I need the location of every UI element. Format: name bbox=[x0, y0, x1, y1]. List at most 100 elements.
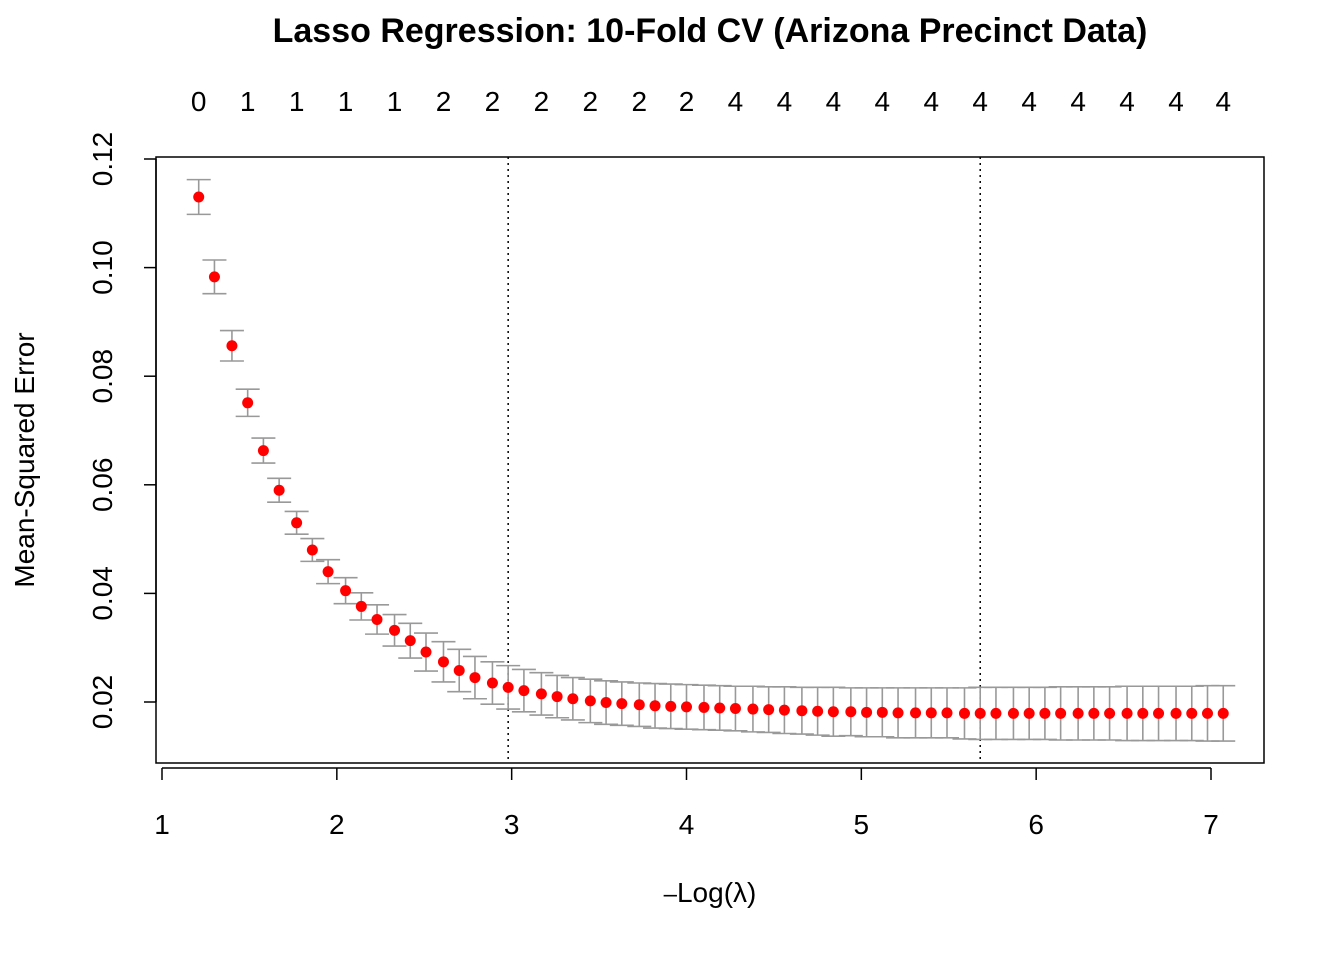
top-axis-label: 4 bbox=[875, 86, 891, 117]
x-tick-label: 1 bbox=[154, 809, 170, 840]
mse-point bbox=[796, 705, 808, 717]
x-tick-label: 7 bbox=[1203, 809, 1219, 840]
y-axis-label: Mean-Squared Error bbox=[9, 332, 40, 587]
mse-point bbox=[257, 445, 269, 457]
mse-point bbox=[974, 707, 986, 719]
mse-point bbox=[729, 703, 741, 715]
top-axis-label: 4 bbox=[1119, 86, 1135, 117]
mse-point bbox=[486, 677, 498, 689]
mse-point bbox=[681, 701, 692, 713]
mse-point bbox=[193, 191, 205, 203]
top-axis-label: 2 bbox=[632, 86, 648, 117]
top-axis-label: 2 bbox=[583, 86, 599, 117]
mse-point bbox=[437, 656, 449, 668]
y-axis: 0.02 0.04 0.06 0.08 0.10 0.12 bbox=[87, 132, 157, 730]
mse-point bbox=[322, 566, 334, 578]
mse-point bbox=[1202, 707, 1214, 719]
mse-point bbox=[861, 706, 873, 718]
top-axis-label: 0 bbox=[191, 86, 207, 117]
error-bars bbox=[186, 178, 1236, 742]
x-tick-label: 2 bbox=[329, 809, 345, 840]
x-tick-label: 5 bbox=[854, 809, 870, 840]
mse-point bbox=[990, 707, 1002, 719]
x-axis-label-prefix: – bbox=[664, 881, 678, 908]
top-axis-label: 4 bbox=[1070, 86, 1086, 117]
x-axis-label: –Log(λ) bbox=[664, 877, 757, 908]
mse-point bbox=[208, 271, 220, 283]
mse-points bbox=[193, 191, 1229, 719]
mse-point bbox=[371, 613, 383, 625]
y-tick-label: 0.04 bbox=[87, 566, 118, 621]
mse-point bbox=[763, 704, 775, 716]
mse-point bbox=[1137, 707, 1149, 719]
mse-point bbox=[941, 707, 953, 719]
mse-point bbox=[1170, 707, 1182, 719]
mse-point bbox=[518, 685, 530, 697]
mse-point bbox=[420, 646, 432, 658]
mse-point bbox=[567, 693, 579, 705]
mse-point bbox=[1039, 707, 1051, 719]
top-axis-label: 2 bbox=[485, 86, 501, 117]
mse-point bbox=[910, 707, 922, 719]
mse-point bbox=[551, 691, 563, 703]
mse-point bbox=[306, 544, 318, 556]
top-axis-label: 4 bbox=[777, 86, 793, 117]
mse-point bbox=[616, 698, 628, 710]
mse-point bbox=[714, 702, 726, 714]
chart-title: Lasso Regression: 10-Fold CV (Arizona Pr… bbox=[273, 12, 1148, 50]
mse-point bbox=[649, 700, 661, 712]
mse-point bbox=[892, 707, 904, 719]
top-axis-label: 4 bbox=[1168, 86, 1184, 117]
mse-point bbox=[876, 706, 888, 718]
reference-lines bbox=[507, 157, 981, 763]
x-axis-label-text: Log(λ) bbox=[677, 877, 756, 908]
mse-point bbox=[469, 672, 481, 684]
mse-point bbox=[453, 665, 465, 677]
mse-point bbox=[1007, 707, 1019, 719]
y-tick-label: 0.06 bbox=[87, 458, 118, 513]
top-axis-label: 2 bbox=[534, 86, 550, 117]
mse-point bbox=[502, 681, 514, 693]
mse-point bbox=[1023, 707, 1035, 719]
mse-point bbox=[665, 700, 677, 712]
y-tick-label: 0.08 bbox=[87, 349, 118, 404]
mse-point bbox=[812, 705, 824, 717]
top-axis-label: 2 bbox=[679, 86, 695, 117]
y-tick-label: 0.12 bbox=[87, 132, 118, 187]
x-tick-label: 4 bbox=[679, 809, 695, 840]
mse-point bbox=[584, 695, 596, 707]
mse-point bbox=[1088, 707, 1100, 719]
top-axis-label: 4 bbox=[728, 86, 744, 117]
mse-point bbox=[1121, 707, 1133, 719]
mse-point bbox=[389, 624, 401, 636]
mse-point bbox=[1072, 707, 1084, 719]
mse-point bbox=[1153, 707, 1165, 719]
mse-point bbox=[535, 688, 547, 700]
mse-point bbox=[273, 484, 285, 496]
mse-point bbox=[845, 706, 857, 718]
top-axis-label: 4 bbox=[972, 86, 988, 117]
top-axis-label: 4 bbox=[826, 86, 842, 117]
mse-point bbox=[291, 517, 303, 529]
top-axis-label: 1 bbox=[289, 86, 305, 117]
mse-point bbox=[340, 585, 352, 597]
mse-point bbox=[747, 703, 759, 715]
mse-point bbox=[827, 706, 839, 718]
top-axis-label: 1 bbox=[338, 86, 354, 117]
mse-point bbox=[1186, 707, 1198, 719]
mse-point bbox=[633, 699, 645, 711]
mse-point bbox=[242, 397, 254, 409]
x-tick-label: 6 bbox=[1028, 809, 1044, 840]
top-axis-label: 4 bbox=[923, 86, 939, 117]
mse-point bbox=[226, 340, 238, 352]
y-tick-label: 0.02 bbox=[87, 675, 118, 730]
mse-point bbox=[404, 635, 416, 647]
x-tick-label: 3 bbox=[504, 809, 520, 840]
top-axis-label: 2 bbox=[436, 86, 452, 117]
mse-point bbox=[925, 707, 937, 719]
mse-point bbox=[600, 697, 612, 709]
top-axis-label: 4 bbox=[1021, 86, 1037, 117]
plot-frame bbox=[155, 156, 1265, 764]
